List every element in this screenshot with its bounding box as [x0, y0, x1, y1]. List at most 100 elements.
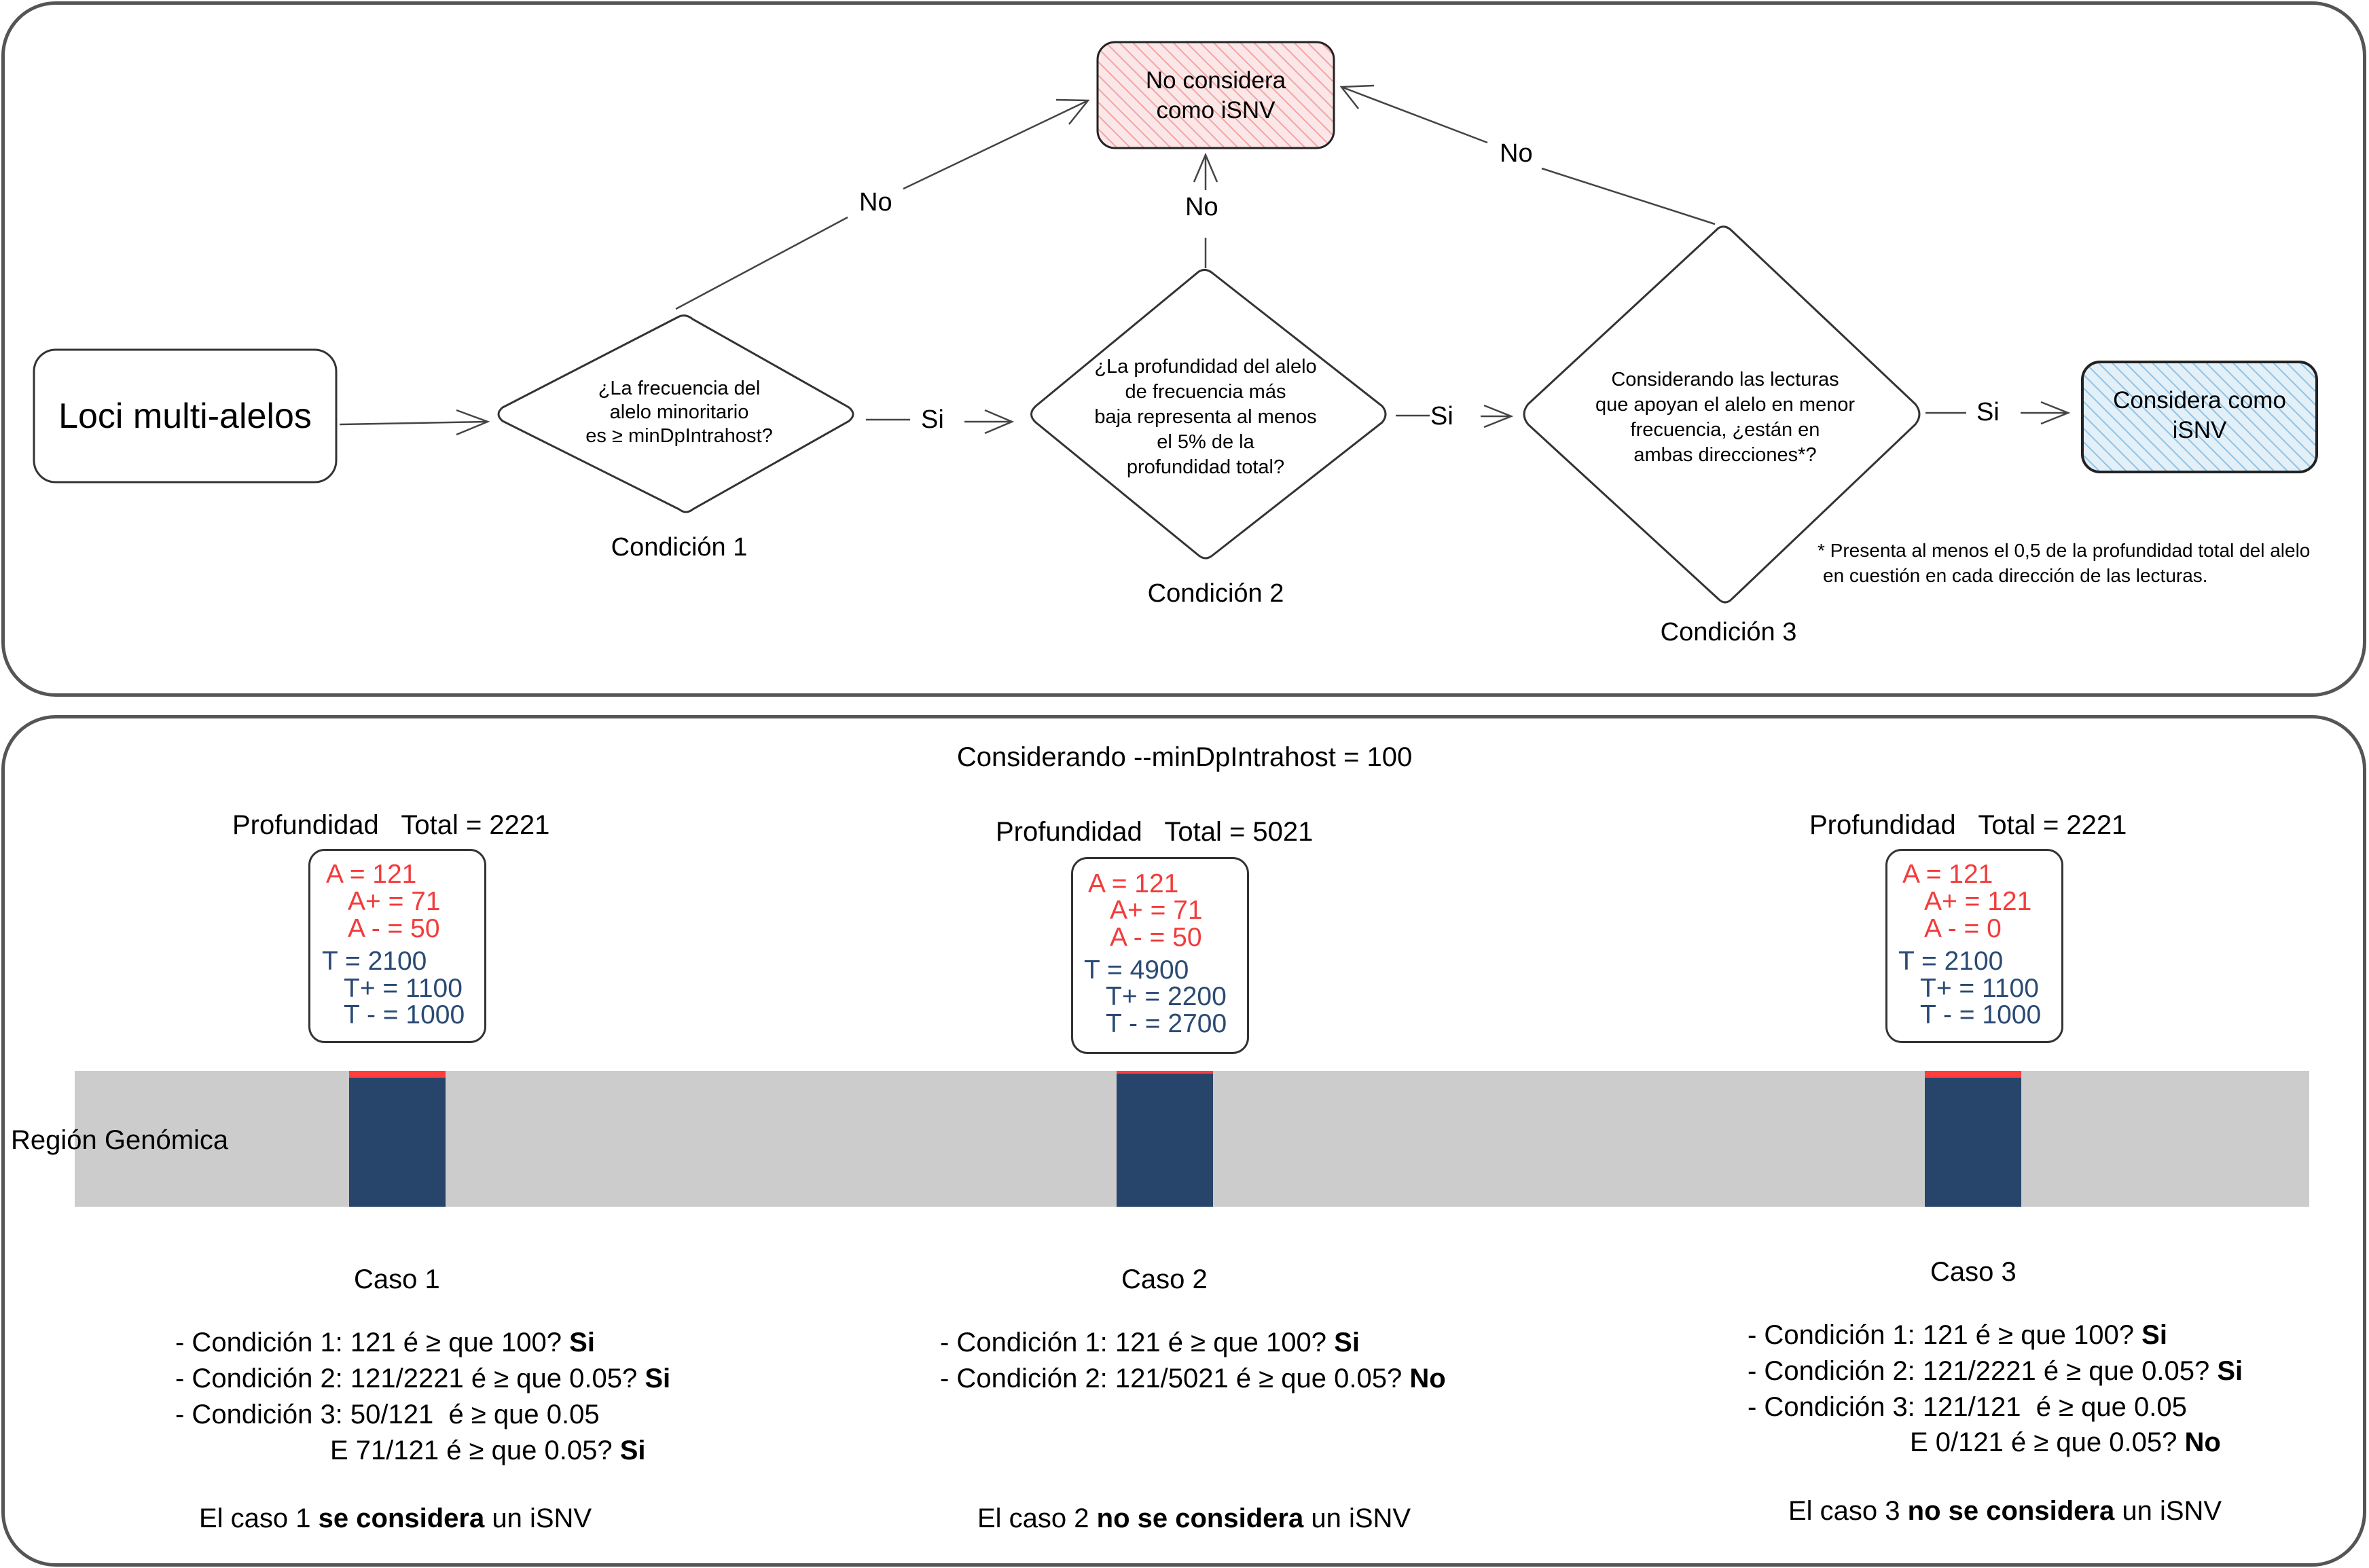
condition-3-question: Considerando las lecturas que apoyan el … — [1555, 367, 1895, 468]
condition-3-label: Condición 3 — [1660, 618, 1797, 646]
no-label-3: No — [1500, 139, 1533, 168]
no-label-1: No — [859, 188, 892, 217]
case-1-condition-answer: Si — [645, 1364, 671, 1393]
case-3-verdict-bold: no se considera — [1907, 1496, 2115, 1526]
case-2-verdict-pre: El caso 2 — [977, 1503, 1097, 1533]
case-2-condition-answer: Si — [1334, 1328, 1360, 1357]
start-box — [33, 348, 338, 484]
cond2-line: profundidad total? — [1126, 456, 1285, 478]
case-2-condition: - Condición 2: 121/5021 é ≥ que 0.05? No — [940, 1364, 1446, 1394]
case-1-depth-line: A+ = 71 — [348, 887, 441, 916]
case-2-alt-allele-bar — [1117, 1071, 1213, 1074]
no-isnv-line: No considera — [1145, 67, 1286, 94]
case-1-condition-answer: Si — [569, 1328, 595, 1357]
case-3-name: Caso 3 — [1930, 1257, 2017, 1287]
case-2-condition: - Condición 1: 121 é ≥ que 100? Si — [940, 1328, 1360, 1358]
case-1-condition-text: - Condición 2: 121/2221 é ≥ que 0.05? — [175, 1364, 638, 1393]
examples-title: Considerando --minDpIntrahost = 100 — [956, 742, 1413, 772]
yes-isnv-line: iSNV — [2172, 417, 2227, 443]
case-2-verdict: El caso 2 no se considera un iSNV — [977, 1503, 1411, 1534]
case-3-condition-answer: Si — [2141, 1320, 2167, 1350]
case-3-depth-line: A = 121 — [1902, 860, 1993, 889]
cond2-line: el 5% de la — [1157, 431, 1254, 453]
case-3-condition-answer: No — [2184, 1427, 2221, 1457]
case-1-depth-header: Profundidad Total = 2221 — [232, 810, 550, 840]
case-2-condition-text: - Condición 1: 121 é ≥ que 100? — [940, 1328, 1327, 1357]
case-2-condition-text: - Condición 2: 121/5021 é ≥ que 0.05? — [940, 1364, 1403, 1393]
cond3-line: que apoyan el alelo en menor — [1595, 394, 1856, 416]
case-2-depth-line: T = 4900 — [1084, 955, 1189, 985]
case-2-verdict-post: un iSNV — [1303, 1503, 1411, 1533]
yes-label-2: Si — [1430, 402, 1453, 431]
yes-isnv-text: Considera como iSNV — [2082, 386, 2317, 445]
case-3-condition-text: - Condición 2: 121/2221 é ≥ que 0.05? — [1748, 1356, 2210, 1386]
case-2-verdict-bold: no se considera — [1096, 1503, 1304, 1533]
case-3-depth-line: T = 2100 — [1898, 947, 2004, 976]
condition-2-question: ¿La profundidad del alelo de frecuencia … — [1063, 354, 1348, 480]
case-3-depth-line: T+ = 1100 — [1920, 974, 2039, 1003]
case-1-condition-text: - Condición 3: 50/121 é ≥ que 0.05 — [175, 1400, 600, 1429]
yes-label-1: Si — [921, 405, 944, 434]
cond1-line: alelo minoritario — [609, 401, 749, 423]
case-3-depth-line: A+ = 121 — [1924, 887, 2032, 916]
condition-1-question: ¿La frecuencia del alelo minoritario es … — [543, 377, 815, 448]
case-1-verdict: El caso 1 se considera un iSNV — [199, 1503, 592, 1534]
cond2-line: baja representa al menos — [1094, 406, 1317, 428]
condition-3-diamond — [1523, 225, 1921, 604]
footnote-line: * Presenta al menos el 0,5 de la profund… — [1818, 540, 2311, 561]
case-1-condition-text: E 71/121 é ≥ que 0.05? — [330, 1436, 613, 1465]
case-3-verdict-post: un iSNV — [2114, 1496, 2222, 1526]
case-1-name: Caso 1 — [354, 1264, 440, 1294]
case-3-condition-text: - Condición 1: 121 é ≥ que 100? — [1748, 1320, 2135, 1350]
case-2-depth-line: T+ = 2200 — [1106, 982, 1227, 1011]
yes-isnv-line: Considera como — [2113, 387, 2286, 414]
case-3-depth-line: A - = 0 — [1924, 914, 2002, 943]
case-3-condition: - Condición 1: 121 é ≥ que 100? Si — [1748, 1320, 2167, 1351]
case-3-condition: - Condición 2: 121/2221 é ≥ que 0.05? Si — [1748, 1356, 2243, 1387]
flow-arrows — [339, 84, 2071, 436]
cond3-line: ambas direcciones*? — [1633, 444, 1817, 466]
case-1-depth-line: A - = 50 — [348, 914, 440, 943]
start-label: Loci multi-alelos — [58, 397, 312, 436]
case-3-ref-allele-bar — [1925, 1078, 2021, 1207]
case-3-depth-box — [1885, 849, 2063, 1043]
region-label: Región Genómica — [11, 1125, 229, 1155]
case-2-condition-answer: No — [1409, 1364, 1446, 1393]
case-1-alt-allele-bar — [349, 1071, 446, 1078]
cond2-line: ¿La profundidad del alelo — [1094, 356, 1317, 378]
case-2-ref-allele-bar — [1117, 1074, 1213, 1207]
condition-1-diamond — [497, 314, 854, 513]
case-2-depth-line: T - = 2700 — [1106, 1009, 1227, 1038]
case-2-depth-line: A+ = 71 — [1110, 896, 1203, 925]
cond3-line: Considerando las lecturas — [1611, 369, 1839, 390]
case-1-depth-line: T+ = 1100 — [344, 974, 463, 1003]
no-isnv-line: como iSNV — [1156, 97, 1276, 124]
footnote: * Presenta al menos el 0,5 de la profund… — [1818, 538, 2310, 588]
case-1-verdict-post: un iSNV — [484, 1503, 592, 1533]
case-1-condition-text: - Condición 1: 121 é ≥ que 100? — [175, 1328, 562, 1357]
case-3-condition: E 0/121 é ≥ que 0.05? No — [1910, 1427, 2221, 1458]
case-3-depth-header: Profundidad Total = 2221 — [1809, 810, 2127, 840]
case-1-depth-line: A = 121 — [326, 860, 417, 889]
case-1-condition: - Condición 2: 121/2221 é ≥ que 0.05? Si — [175, 1364, 670, 1394]
case-2-depth-line: A - = 50 — [1110, 923, 1202, 952]
case-1-condition: E 71/121 é ≥ que 0.05? Si — [330, 1436, 646, 1466]
no-isnv-text: No considera como iSNV — [1098, 66, 1334, 126]
footnote-line: en cuestión en cada dirección de las lec… — [1823, 565, 2208, 586]
case-3-condition: - Condición 3: 121/121 é ≥ que 0.05 — [1748, 1392, 2187, 1423]
case-3-condition-answer: Si — [2217, 1356, 2243, 1386]
condition-1-label: Condición 1 — [611, 533, 748, 562]
cond1-line: es ≥ minDpIntrahost? — [585, 425, 773, 447]
case-1-condition-answer: Si — [619, 1436, 646, 1465]
case-3-alt-allele-bar — [1925, 1071, 2021, 1078]
case-2-depth-header: Profundidad Total = 5021 — [996, 817, 1314, 847]
cond3-line: frecuencia, ¿están en — [1630, 419, 1820, 441]
no-isnv-box — [1096, 41, 1335, 149]
case-1-verdict-bold: se considera — [318, 1503, 485, 1533]
cond2-line: de frecuencia más — [1125, 381, 1286, 403]
case-1-verdict-pre: El caso 1 — [199, 1503, 319, 1533]
case-2-depth-box — [1071, 857, 1249, 1054]
case-2-name: Caso 2 — [1121, 1264, 1208, 1294]
case-1-depth-line: T = 2100 — [322, 947, 427, 976]
no-label-2: No — [1185, 193, 1218, 221]
